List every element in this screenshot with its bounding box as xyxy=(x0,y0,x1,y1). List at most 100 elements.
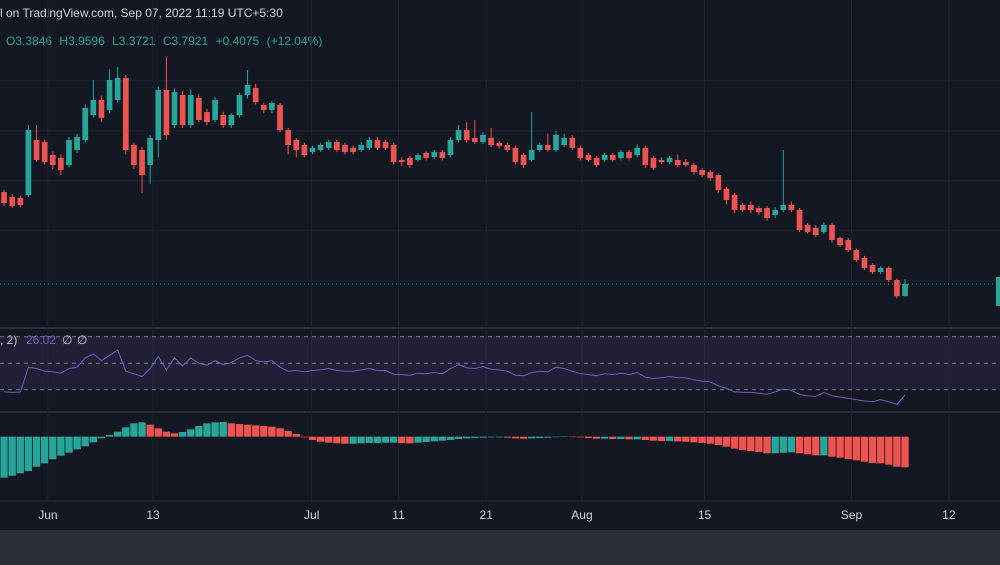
candle-body xyxy=(861,257,868,268)
candle-body xyxy=(853,250,860,260)
histogram-bar xyxy=(57,436,65,456)
histogram-bar xyxy=(333,436,341,444)
ohlc-value: 3.7921 xyxy=(172,34,209,48)
histogram-bar xyxy=(519,436,528,439)
histogram-bar xyxy=(747,436,755,451)
histogram-bar xyxy=(16,436,24,474)
x-tick-label: 21 xyxy=(480,508,494,522)
x-tick-label: Jun xyxy=(38,508,57,522)
histogram-bar xyxy=(49,436,57,460)
histogram-bar xyxy=(576,436,585,438)
x-tick-label: 15 xyxy=(698,508,712,522)
histogram-bar xyxy=(601,436,609,439)
histogram-bar xyxy=(162,431,171,437)
histogram-bar xyxy=(487,436,495,438)
histogram-bar xyxy=(511,436,520,439)
histogram-bar xyxy=(154,428,162,437)
candle-body xyxy=(447,140,454,155)
histogram-bar xyxy=(381,436,390,443)
histogram-bar xyxy=(690,436,698,443)
candle-body xyxy=(228,115,235,125)
source-line: l on TradingView.com, Sep 07, 2022 11:19… xyxy=(0,6,283,20)
candle-body xyxy=(561,137,567,145)
histogram-bar xyxy=(81,436,89,447)
candle-body xyxy=(139,150,145,175)
histogram-bar xyxy=(203,423,211,437)
candle-body xyxy=(545,145,551,150)
histogram-bar xyxy=(195,426,203,437)
candle-body xyxy=(342,145,348,153)
histogram-bar xyxy=(657,436,666,441)
candle-body xyxy=(155,90,162,140)
candle-body xyxy=(674,160,681,165)
candle-body xyxy=(269,102,275,110)
candle-body xyxy=(187,95,194,125)
rsi-extra: ∅ xyxy=(62,333,72,347)
histogram-bar xyxy=(682,436,690,442)
ohlc-legend: O3.3846 H3.9596 L3.3721 C3.7921 +0.4075 … xyxy=(6,34,322,48)
histogram-bar xyxy=(398,436,406,443)
ohlc-value: 3.3721 xyxy=(119,34,156,48)
candle-body xyxy=(577,147,584,158)
histogram-bar xyxy=(284,431,292,437)
histogram-bar xyxy=(73,436,81,450)
histogram-bar xyxy=(97,436,106,439)
candle-body xyxy=(894,280,900,297)
candle-body xyxy=(390,145,397,163)
histogram-bar xyxy=(730,436,739,449)
candle-body xyxy=(171,92,178,125)
histogram-bar xyxy=(592,436,601,439)
candle-body xyxy=(66,140,72,165)
candle-body xyxy=(658,160,665,163)
histogram-bar xyxy=(438,436,447,441)
candle-body xyxy=(82,107,89,140)
candle-body xyxy=(33,140,40,160)
histogram-bar xyxy=(430,436,438,442)
candle-body xyxy=(877,267,884,273)
candle-body xyxy=(715,175,722,190)
histogram-bar xyxy=(901,436,909,468)
histogram-bar xyxy=(803,436,812,455)
histogram-bar xyxy=(795,436,804,454)
histogram-bar xyxy=(300,436,309,438)
histogram-bar xyxy=(89,436,97,443)
histogram-bar xyxy=(536,436,544,438)
histogram-bar xyxy=(763,436,771,454)
histogram-bar xyxy=(8,436,16,476)
histogram-bar xyxy=(138,422,146,437)
candle-body xyxy=(325,142,332,148)
candle-body xyxy=(25,130,32,195)
histogram-bar xyxy=(479,436,487,438)
candle-body xyxy=(114,77,121,100)
histogram-bar xyxy=(877,436,885,464)
ohlc-label: H xyxy=(59,34,68,48)
histogram-bar xyxy=(641,436,649,440)
histogram-bar xyxy=(454,436,463,439)
bottom-strip xyxy=(0,530,1000,565)
candle-body xyxy=(650,157,657,168)
candle-body xyxy=(601,155,608,160)
candle-body xyxy=(471,137,478,143)
histogram-bar xyxy=(674,436,682,442)
histogram-bar xyxy=(665,436,674,441)
histogram-bar xyxy=(868,436,877,463)
candle-body xyxy=(845,240,852,250)
candle-body xyxy=(666,157,673,163)
candle-body xyxy=(74,137,80,150)
candle-body xyxy=(764,207,770,218)
candle-body xyxy=(609,155,616,160)
candle-body xyxy=(480,135,486,143)
rsi-title: , 2) xyxy=(0,333,17,347)
histogram-bar xyxy=(544,436,552,438)
candle-body xyxy=(58,157,64,170)
candle-body xyxy=(634,147,641,155)
candle-body xyxy=(196,97,202,120)
histogram-bar xyxy=(495,436,503,438)
candle-body xyxy=(220,115,227,125)
candle-body xyxy=(90,100,97,115)
candle-body xyxy=(49,155,56,165)
candle-body xyxy=(374,140,381,148)
candle-body xyxy=(131,145,137,165)
ohlc-value: 3.9596 xyxy=(68,34,105,48)
x-tick-label: Aug xyxy=(571,508,592,522)
